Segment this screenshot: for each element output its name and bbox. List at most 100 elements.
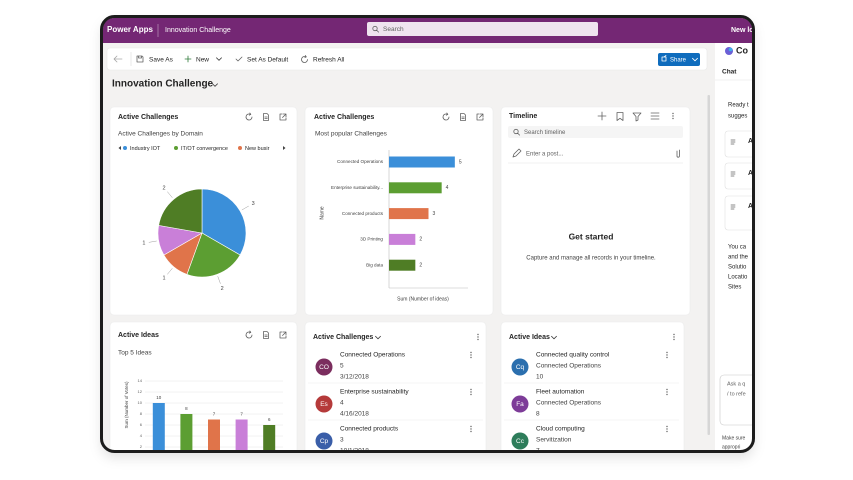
new-look-toggle[interactable]: New lo [731,27,754,34]
page-title: Innovation Challenge [112,79,214,90]
post-input[interactable]: Enter a post... [526,152,564,158]
timeline-search-placeholder: Search timeline [524,130,566,136]
suggestion-title[interactable]: A [748,203,753,210]
y-tick-label: 8 [140,411,143,416]
more-icon[interactable] [672,115,674,117]
list-title[interactable]: Active Challenges [313,334,373,341]
y-axis-title: Sum (Number of Votes) [124,381,129,429]
data-label: 2 [221,286,224,292]
data-label: 1 [142,241,145,247]
record-name[interactable]: Connected products [340,426,399,433]
avatar-initials: Es [320,401,328,408]
y-tick-label: 2 [140,444,143,449]
bar [263,425,276,450]
more-icon[interactable] [470,354,472,356]
suggestion-title[interactable]: A [748,138,753,145]
record-name[interactable]: Cloud computing [536,426,585,433]
more-icon[interactable] [470,388,472,391]
more-icon[interactable] [477,333,479,336]
add-icon [597,111,607,121]
record-field: Connected Operations [536,400,602,407]
more-icon[interactable] [666,354,668,356]
more-icon[interactable] [666,430,668,433]
card [500,321,685,450]
y-tick-label: 12 [138,389,143,394]
more-icon[interactable] [673,333,675,336]
suggestion-title[interactable]: A [748,170,753,177]
command-button[interactable]: Refresh All [313,57,345,64]
y-tick-label: 14 [138,378,143,383]
legend-prev[interactable] [118,146,122,150]
record-name[interactable]: Fleet automation [536,389,585,396]
more-icon[interactable] [477,336,479,338]
category-label: Connected Operations [337,159,384,164]
chevron-icon [216,57,222,61]
pie-slice [186,232,241,278]
command-button[interactable]: New [196,57,209,64]
legend-swatch [174,146,178,150]
more-icon[interactable] [470,425,472,428]
more-icon[interactable] [672,117,674,120]
save-icon [136,55,144,63]
more-icon[interactable] [470,351,472,354]
chat-input[interactable] [719,374,760,426]
more-icon[interactable] [470,356,472,359]
check-icon [235,56,243,62]
record-name[interactable]: Connected quality control [536,352,610,359]
more-icon[interactable] [666,391,668,393]
leader-line [241,205,249,211]
more-icon[interactable] [666,351,668,354]
more-icon[interactable] [477,338,479,341]
leader-line [167,191,173,198]
legend-next[interactable] [283,146,286,150]
more-icon[interactable] [672,112,674,115]
pen-icon [512,148,522,158]
chart-subtitle: Most popular Challenges [315,131,388,138]
search-placeholder: Search [383,26,404,33]
more-icon[interactable] [666,356,668,359]
more-icon[interactable] [666,425,668,428]
more-icon[interactable] [673,338,675,341]
suggestion-card[interactable] [724,162,765,190]
record-name[interactable]: Enterprise sustainability [340,389,409,396]
copilot-tab[interactable]: Chat [722,69,737,76]
legend-label: IT/OT convergence [181,146,228,152]
bar [389,233,416,245]
more-icon[interactable] [470,428,472,430]
command-button[interactable]: Set As Default [247,57,288,64]
chat-input-placeholder: Ask a q [727,381,745,387]
more-icon[interactable] [666,393,668,396]
share-label[interactable]: Share [670,57,687,63]
suggestion-card[interactable] [724,195,765,231]
more-icon[interactable] [673,336,675,338]
copilot-text: You ca [728,245,747,251]
list-title[interactable]: Active Ideas [509,334,550,341]
card [500,106,691,316]
suggestion-card[interactable] [724,130,765,158]
more-icon[interactable] [470,391,472,393]
avatar-initials: CO [319,364,329,371]
avatar [511,432,529,450]
leader-line [148,240,157,243]
scrollbar [707,95,710,435]
record-field: 5 [340,363,344,370]
record-field: 8 [536,411,540,418]
more-icon[interactable] [666,428,668,430]
command-button[interactable]: Save As [149,57,174,64]
avatar [511,395,529,413]
pie-slice [201,188,247,256]
refresh-icon [245,112,253,121]
record-field: 10 [536,374,544,381]
search-box[interactable] [367,22,598,36]
chevron-icon [551,335,557,340]
share-button[interactable] [658,53,700,66]
copilot-icon-accent [728,47,733,52]
record-name[interactable]: Connected Operations [340,352,406,359]
timeline-search[interactable] [508,126,683,138]
more-icon[interactable] [470,393,472,396]
more-icon[interactable] [470,430,472,433]
avatar [511,358,529,376]
more-icon[interactable] [666,388,668,391]
y-tick-label: 4 [140,433,143,438]
export-icon [279,331,287,339]
